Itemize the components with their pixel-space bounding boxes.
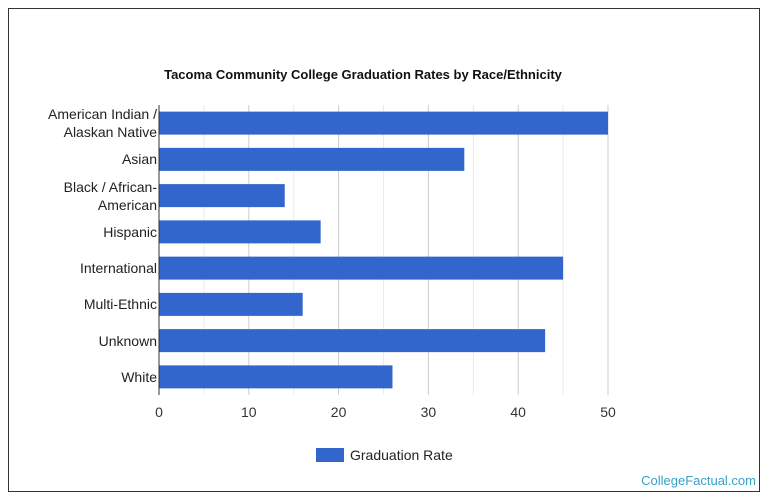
bar[interactable] — [159, 184, 285, 208]
x-tick-label: 50 — [600, 404, 616, 420]
bar[interactable] — [159, 292, 303, 316]
bar[interactable] — [159, 111, 608, 135]
category-label-line: White — [121, 368, 157, 385]
category-label-line: Black / African- — [63, 178, 157, 195]
category-label: International — [7, 259, 157, 277]
category-label: American Indian / Alaskan Native — [7, 105, 157, 141]
bar[interactable] — [159, 256, 564, 280]
legend-label: Graduation Rate — [350, 447, 453, 463]
category-label-line: Multi-Ethnic — [83, 296, 157, 313]
category-label: Multi-Ethnic — [7, 295, 157, 313]
x-tick-label: 20 — [330, 404, 347, 420]
bar[interactable] — [159, 220, 321, 244]
bar-layer — [159, 111, 608, 389]
x-tick-label: 0 — [155, 404, 163, 420]
category-label: Black / African- American — [7, 178, 157, 214]
category-label-line: International — [79, 260, 157, 277]
category-label-line: American Indian / — [48, 106, 157, 123]
category-label-line: American — [97, 196, 157, 213]
category-label: Asian — [7, 150, 157, 168]
category-label-line: Alaskan Native — [63, 124, 157, 141]
bar[interactable] — [159, 147, 465, 171]
bar[interactable] — [159, 365, 393, 389]
category-label: White — [7, 368, 157, 386]
x-tick-label: 10 — [241, 404, 257, 420]
watermark-link[interactable]: CollegeFactual.com — [641, 473, 756, 488]
x-tick-label: 30 — [420, 404, 437, 420]
category-label-line: Asian — [121, 151, 157, 168]
bar[interactable] — [159, 329, 546, 353]
x-tick-label: 40 — [510, 404, 526, 420]
category-label: Unknown — [7, 332, 157, 350]
category-label-line: Hispanic — [103, 223, 157, 240]
category-label: Hispanic — [7, 223, 157, 241]
legend: Graduation Rate — [316, 447, 453, 463]
chart-title: Tacoma Community College Graduation Rate… — [164, 67, 562, 82]
legend-swatch — [316, 448, 344, 462]
category-label-line: Unknown — [98, 332, 157, 349]
